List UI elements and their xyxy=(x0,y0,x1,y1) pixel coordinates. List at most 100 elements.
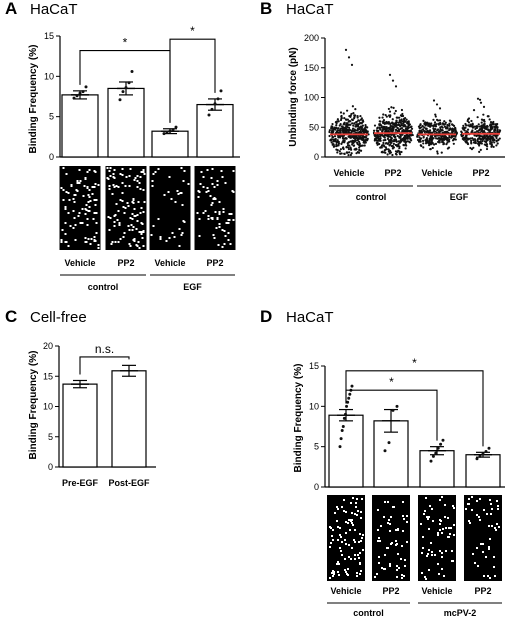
panel-b-data-point xyxy=(403,138,406,141)
panel-b-data-point xyxy=(434,135,437,138)
panel-b-data-point xyxy=(397,121,400,124)
panel-d-afm-map-pixel xyxy=(345,521,347,523)
panel-b-data-point xyxy=(476,97,480,100)
panel-a-afm-map-pixel xyxy=(74,224,77,226)
panel-d-afm-map-pixel xyxy=(498,526,500,528)
panel-d-afm-map-pixel xyxy=(449,533,451,535)
panel-a-afm-map-pixel xyxy=(97,247,100,249)
panel-d-afm-map-pixel xyxy=(389,565,391,567)
panel-b-data-point xyxy=(384,122,387,125)
panel-d-afm-map-pixel xyxy=(482,551,484,553)
panel-a-data-point xyxy=(216,97,220,101)
panel-b-data-point xyxy=(432,143,436,146)
panel-d-afm-map-pixel xyxy=(451,550,453,552)
panel-b-data-point xyxy=(363,129,366,132)
panel-b-data-point xyxy=(470,148,474,151)
panel-b-data-point xyxy=(475,126,478,129)
panel-b-data-point xyxy=(347,141,350,144)
panel-d-afm-map-pixel xyxy=(426,555,428,557)
panel-b-data-point xyxy=(353,114,356,117)
panel-b-y-tick-label: 50 xyxy=(309,122,319,132)
panel-b-data-point xyxy=(448,124,451,127)
panel-d-afm-map-pixel xyxy=(389,563,391,565)
panel-d-afm-map-pixel xyxy=(354,554,356,556)
panel-b-data-point xyxy=(422,146,425,149)
panel-b-y-tick-label: 150 xyxy=(304,63,319,73)
panel-b-data-point xyxy=(330,141,333,144)
panel-d-afm-map-pixel xyxy=(441,552,443,554)
panel-d-afm-map-pixel xyxy=(496,500,498,502)
panel-d-afm-map-pixel xyxy=(489,577,491,579)
panel-a-afm-map-pixel xyxy=(136,220,139,222)
panel-b-data-point xyxy=(330,127,333,130)
panel-a-afm-map-pixel xyxy=(106,177,109,179)
panel-a-afm-map-pixel xyxy=(67,245,70,247)
panel-b-data-point xyxy=(392,106,395,110)
panel-b-data-point xyxy=(480,118,484,121)
panel-b-data-point xyxy=(350,118,354,121)
panel-a-afm-map-pixel xyxy=(227,232,230,234)
panel-b-data-point xyxy=(432,118,435,121)
panel-b-data-point xyxy=(339,152,342,155)
panel-b-data-point xyxy=(347,148,351,151)
panel-b-title: HaCaT xyxy=(286,1,334,18)
panel-d-afm-map-pixel xyxy=(347,568,349,570)
panel-b-data-point xyxy=(339,131,342,134)
panel-b-data-point xyxy=(381,151,384,154)
panel-d-afm-map-pixel xyxy=(495,529,497,531)
panel-d-afm-map-pixel xyxy=(438,573,440,575)
panel-b-data-point xyxy=(478,150,481,153)
panel-b-data-point xyxy=(451,139,455,142)
panel-b-data-point xyxy=(389,124,393,128)
panel-b-data-point xyxy=(489,140,492,143)
panel-b-data-point xyxy=(453,138,457,141)
panel-b-data-point xyxy=(422,136,425,139)
panel-b-category-label: PP2 xyxy=(472,168,489,178)
panel-b-data-point xyxy=(452,128,455,131)
panel-b-data-point xyxy=(484,141,488,144)
panel-b-data-point xyxy=(482,123,485,126)
panel-d-afm-map-pixel xyxy=(471,509,473,511)
panel-a-afm-map-pixel xyxy=(113,225,116,227)
panel-a-afm-map-pixel xyxy=(223,243,226,245)
panel-d-afm-map-pixel xyxy=(332,529,334,531)
panel-b-data-point xyxy=(434,124,437,127)
panel-a-afm-map-pixel xyxy=(154,171,157,173)
panel-d-afm-map-pixel xyxy=(403,575,405,577)
panel-a-data-point xyxy=(219,89,223,93)
panel-d-afm-map-pixel xyxy=(428,569,430,571)
panel-d-afm-map-pixel xyxy=(337,539,339,541)
panel-b-data-point xyxy=(469,137,472,140)
panel-a-afm-map-pixel xyxy=(95,212,98,214)
panel-d-afm-map-pixel xyxy=(444,504,446,506)
panel-b-data-point xyxy=(382,139,385,142)
panel-d-afm-map-pixel xyxy=(348,519,350,521)
panel-d-afm-map-pixel xyxy=(341,554,343,556)
panel-a-afm-map-pixel xyxy=(181,204,184,206)
panel-b-data-point xyxy=(398,153,402,156)
panel-d-afm-map-pixel xyxy=(377,540,379,542)
panel-a-afm-map-pixel xyxy=(93,240,96,242)
panel-a-afm-map-pixel xyxy=(182,180,185,182)
panel-b-data-point xyxy=(399,135,402,138)
panel-b-data-point xyxy=(464,122,467,126)
panel-d-afm-map-pixel xyxy=(439,499,441,501)
panel-d-afm-map-pixel xyxy=(338,574,340,576)
panel-d-afm-map-pixel xyxy=(356,572,358,574)
panel-a-afm-map-pixel xyxy=(200,171,203,173)
panel-b-data-point xyxy=(378,123,381,126)
panel-b-data-point xyxy=(373,134,376,137)
panel-b-data-point xyxy=(452,142,455,145)
panel-a-afm-map-pixel xyxy=(86,171,89,173)
panel-b-data-point xyxy=(376,126,379,129)
panel-d-afm-map-pixel xyxy=(340,550,342,552)
panel-b-data-point xyxy=(486,125,489,128)
panel-a-afm-map-pixel xyxy=(114,241,117,243)
panel-a-group-label: EGF xyxy=(183,282,202,292)
panel-a-afm-map-pixel xyxy=(95,222,98,224)
panel-c-significance-bracket xyxy=(79,356,130,375)
panel-b-data-point xyxy=(395,129,398,132)
panel-b-data-point xyxy=(339,148,342,151)
panel-d-afm-map-pixel xyxy=(441,532,443,534)
panel-d-afm-map-pixel xyxy=(402,515,404,517)
